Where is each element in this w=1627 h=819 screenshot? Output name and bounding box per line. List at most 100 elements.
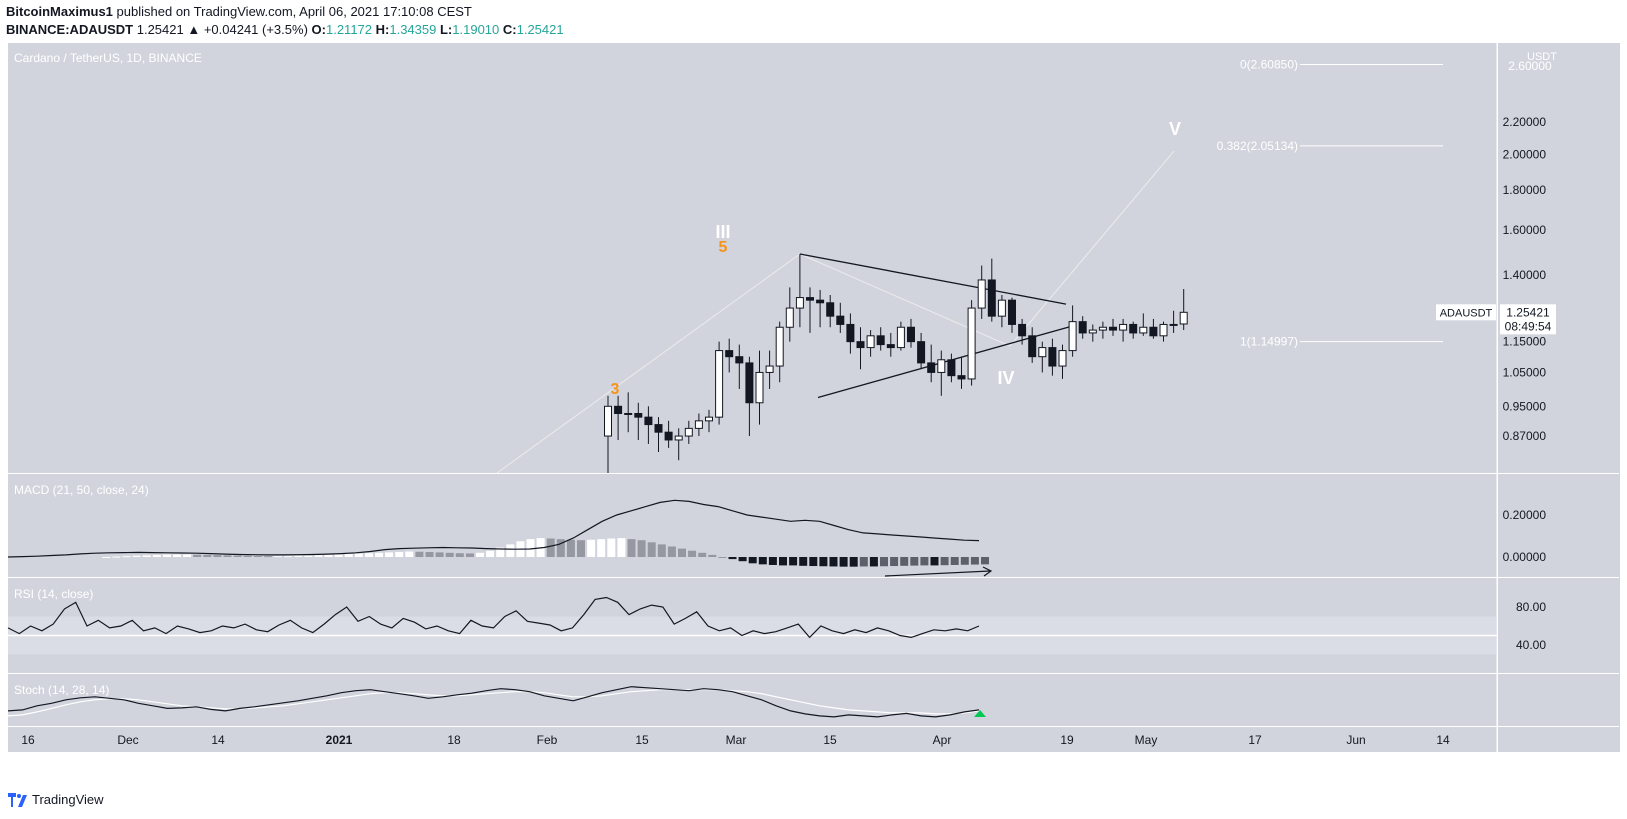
- candle-body: [977, 279, 986, 309]
- candle-body: [917, 341, 926, 364]
- macd-histogram-bar: [819, 557, 828, 567]
- candle-body: [1129, 323, 1138, 334]
- rsi-label: RSI (14, close): [14, 587, 93, 601]
- rsi-tick-label: 40.00: [1516, 638, 1546, 652]
- wave-line: [1009, 150, 1175, 347]
- time-tick-label: 17: [1248, 733, 1262, 747]
- macd-histogram-bar: [667, 546, 676, 557]
- macd-histogram-bar: [233, 555, 242, 557]
- candle-body: [987, 279, 996, 317]
- candle-body: [674, 435, 683, 441]
- candle-body: [735, 356, 744, 364]
- macd-histogram-bar: [758, 557, 767, 565]
- low-value: 1.19010: [452, 22, 500, 37]
- candle-body: [785, 307, 794, 328]
- candle-body: [644, 416, 653, 426]
- candle-body: [795, 297, 804, 309]
- stoch-panel: [8, 674, 1497, 726]
- macd-histogram-bar: [768, 557, 777, 565]
- candle-body: [1139, 326, 1148, 334]
- macd-histogram-bar: [829, 557, 838, 567]
- macd-histogram-bar: [566, 539, 575, 557]
- macd-histogram-bar: [304, 555, 313, 557]
- macd-histogram-bar: [678, 548, 686, 557]
- candle-body: [846, 323, 855, 343]
- macd-histogram-bar: [102, 557, 111, 558]
- footer: TradingView: [8, 792, 104, 807]
- candle-body: [1109, 326, 1117, 331]
- macd-divergence-arrow: [884, 570, 991, 577]
- time-tick-label: Dec: [117, 733, 138, 747]
- macd-histogram-bar: [920, 557, 929, 566]
- candle-body: [715, 350, 724, 418]
- macd-histogram-bar: [688, 550, 697, 557]
- candle-body: [1008, 299, 1016, 325]
- tradingview-brand[interactable]: TradingView: [32, 792, 104, 807]
- price-tick-label: 2.20000: [1503, 115, 1547, 129]
- macd-tick-label: 0.00000: [1503, 550, 1547, 564]
- macd-histogram-bar: [637, 540, 646, 557]
- price-tick-label: 1.15000: [1503, 335, 1547, 349]
- wave-label: III: [715, 222, 730, 242]
- macd-histogram-bar: [708, 554, 717, 557]
- high-value: 1.34359: [389, 22, 437, 37]
- candle-body: [907, 326, 915, 343]
- publish-text: published on TradingView.com, April 06, …: [116, 4, 472, 19]
- stoch-bull-cross-icon: [974, 710, 986, 717]
- macd-histogram-bar: [193, 554, 202, 557]
- macd-histogram-bar: [960, 557, 969, 565]
- candle-body: [755, 371, 764, 404]
- candle-body: [775, 326, 784, 367]
- macd-histogram-bar: [425, 551, 434, 557]
- time-tick-label: Feb: [537, 733, 558, 747]
- price-tick-label: 1.80000: [1503, 183, 1547, 197]
- macd-histogram-bar: [607, 538, 616, 557]
- candle-body: [1038, 347, 1047, 358]
- candle-body: [725, 350, 734, 358]
- last-price-symbol-tag: [1436, 304, 1496, 321]
- macd-histogram-bar: [465, 553, 474, 557]
- tradingview-logo-icon: [8, 792, 27, 807]
- macd-histogram-bar: [617, 538, 626, 557]
- chart-canvas[interactable]: Cardano / TetherUS, 1D, BINANCE USDT2.600…: [0, 0, 1627, 790]
- candle-body: [1098, 326, 1107, 331]
- candle-body: [1169, 323, 1178, 326]
- macd-tick-label: 0.20000: [1503, 508, 1547, 522]
- macd-histogram-bar: [203, 554, 212, 557]
- macd-histogram-bar: [859, 557, 868, 567]
- macd-histogram-bar: [748, 557, 757, 564]
- price-tick-label: 1.60000: [1503, 223, 1547, 237]
- macd-histogram-bar: [718, 557, 727, 558]
- candle-body: [876, 335, 885, 346]
- candle-body: [937, 359, 946, 373]
- chart-title: Cardano / TetherUS, 1D, BINANCE: [14, 51, 202, 65]
- candle-body: [886, 344, 895, 349]
- macd-histogram-bar: [880, 557, 888, 567]
- candle-body: [1018, 323, 1027, 337]
- candle-body: [705, 416, 713, 422]
- candle-body: [947, 359, 956, 377]
- candle-body: [826, 302, 835, 317]
- rsi-line: [7, 596, 980, 639]
- candle-body: [1058, 350, 1067, 367]
- candle-body: [1028, 335, 1037, 358]
- macd-histogram-bar: [738, 557, 747, 562]
- macd-histogram-bar: [274, 556, 282, 558]
- triangle-resistance-line: [799, 253, 1067, 305]
- macd-histogram-bar: [809, 557, 818, 567]
- macd-histogram-bar: [546, 538, 555, 557]
- fib-level-label: 0.382(2.05134): [1217, 139, 1298, 153]
- candle-body: [1048, 347, 1057, 367]
- macd-histogram-bar: [496, 547, 505, 557]
- time-tick-label: 15: [635, 733, 649, 747]
- macd-histogram-bar: [476, 552, 484, 557]
- last-price-symbol: ADAUSDT: [1440, 307, 1493, 319]
- symbol-name: BINANCE:ADAUSDT: [6, 22, 134, 37]
- author-name[interactable]: BitcoinMaximus1: [6, 4, 113, 19]
- time-tick-label: 19: [1060, 733, 1074, 747]
- stoch-k-line: [7, 686, 980, 718]
- macd-histogram-bar: [354, 553, 363, 557]
- macd-histogram-bar: [647, 542, 656, 557]
- candle-body: [1149, 326, 1158, 337]
- macd-histogram-bar: [112, 556, 121, 558]
